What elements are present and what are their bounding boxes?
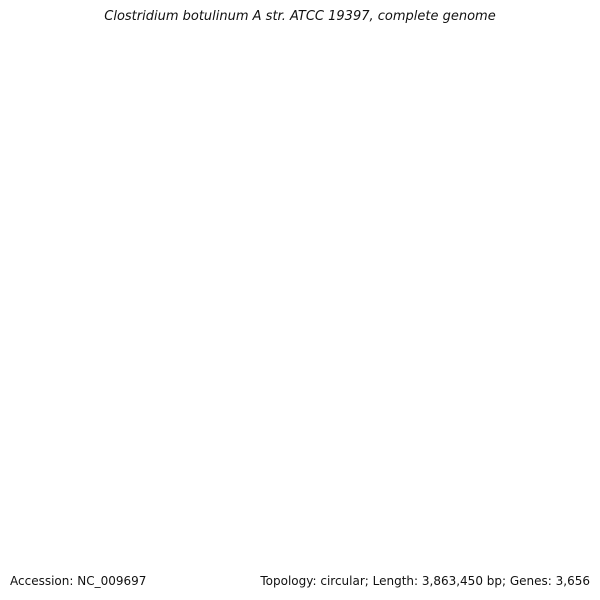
genome-summary-text: Topology: circular; Length: 3,863,450 bp… [260, 574, 590, 588]
map-title: Clostridium botulinum A str. ATCC 19397,… [104, 9, 496, 24]
accession-text: Accession: NC_009697 [10, 574, 147, 588]
